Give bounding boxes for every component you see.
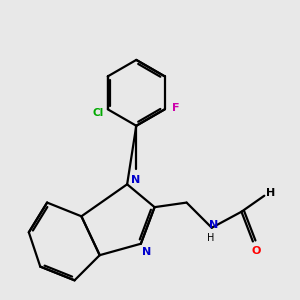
Text: N: N xyxy=(142,247,151,257)
Text: N: N xyxy=(131,175,140,185)
Text: Cl: Cl xyxy=(92,107,103,118)
Text: O: O xyxy=(251,246,261,256)
Text: H: H xyxy=(207,233,214,243)
Text: H: H xyxy=(266,188,275,198)
Text: F: F xyxy=(172,103,180,113)
Text: N: N xyxy=(209,220,219,230)
